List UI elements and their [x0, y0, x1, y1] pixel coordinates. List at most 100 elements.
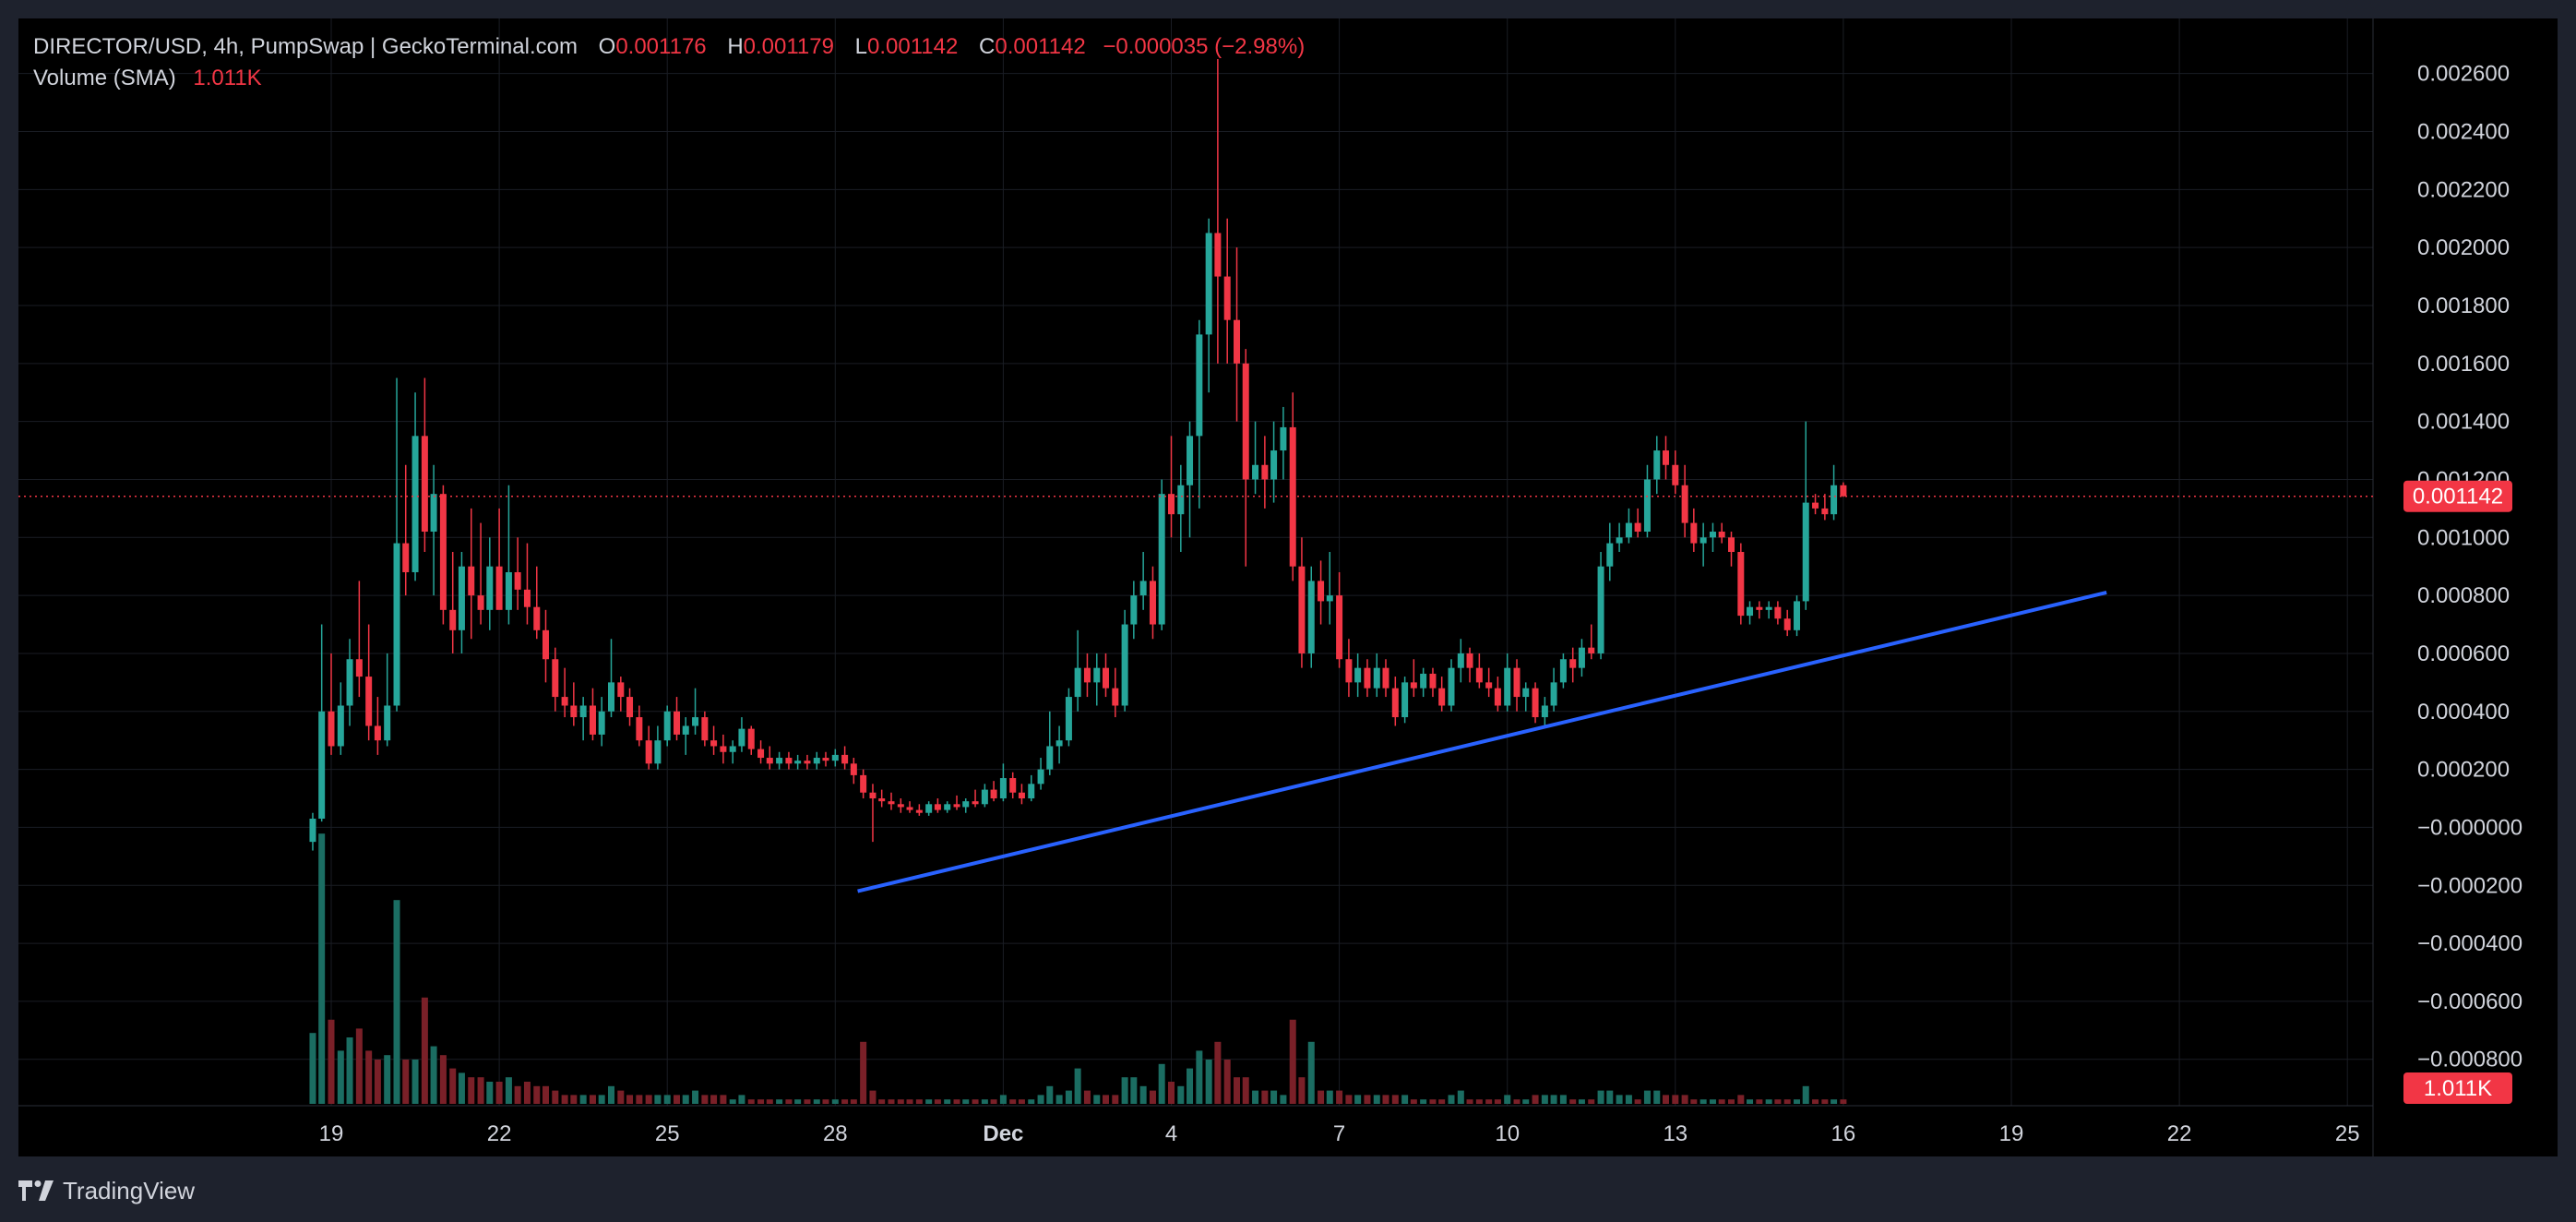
volume-bar [589, 1095, 596, 1104]
candle-body [1597, 566, 1604, 653]
volume-bar [1065, 1090, 1072, 1104]
time-tick-label: 19 [319, 1121, 344, 1146]
trendline-group[interactable] [857, 591, 2107, 893]
volume-bar [1373, 1095, 1380, 1104]
volume-bar [1055, 1095, 1063, 1104]
candle-body [598, 711, 605, 735]
candle-body [1410, 682, 1417, 689]
candle-body [523, 589, 531, 607]
volume-bar [990, 1099, 997, 1104]
volume-bar [794, 1099, 802, 1104]
candle-body [1420, 673, 1427, 689]
candle-body [1812, 502, 1819, 509]
candle-body [374, 725, 381, 741]
volume-bar [1774, 1099, 1782, 1104]
volume-bar [1457, 1090, 1464, 1104]
candle-body [1121, 624, 1128, 706]
volume-bar [1831, 1099, 1838, 1104]
volume-bar [1504, 1095, 1511, 1104]
volume-bar [1541, 1095, 1548, 1104]
volume-bar [1112, 1095, 1119, 1104]
candle-body [720, 746, 727, 752]
candle-body [1168, 494, 1175, 515]
volume-bar [720, 1095, 727, 1104]
candle-body [1588, 647, 1595, 653]
candle-body [1606, 543, 1614, 567]
support-trendline[interactable] [857, 591, 2107, 893]
candle-body [915, 809, 923, 813]
candle-body [1831, 485, 1838, 515]
volume-bar [747, 1099, 755, 1104]
volume-bar [1093, 1095, 1101, 1104]
volume-bar [1588, 1099, 1595, 1104]
volume-bar [944, 1099, 951, 1104]
volume-bar [1662, 1095, 1669, 1104]
candle-body [999, 778, 1007, 799]
chart-canvas[interactable]: 0.002600 0.002400 0.002200 0.002000 0.001800… [18, 18, 2558, 1156]
price-tick-label: 0.002000 [2417, 235, 2510, 260]
volume-bar [1802, 1085, 1809, 1104]
time-tick-label: 22 [487, 1121, 512, 1146]
volume-bar [1187, 1068, 1194, 1104]
volume-bar [999, 1095, 1007, 1104]
volume-value: 1.011K [193, 66, 262, 90]
price-tick-label: 0.000800 [2417, 583, 2510, 608]
volume-bar [542, 1085, 549, 1104]
volume-bar [1606, 1090, 1614, 1104]
time-axis[interactable]: 19 22 25 28 Dec 4 7 10 13 16 19 22 25 [319, 1121, 2360, 1146]
volume-bar [1681, 1095, 1688, 1104]
volume-bar [1028, 1099, 1035, 1104]
candle-body [1840, 485, 1847, 497]
volume-bar [710, 1095, 718, 1104]
chart-area[interactable]: 0.002600 0.002400 0.002200 0.002000 0.001800… [18, 18, 2558, 1156]
symbol-title[interactable]: DIRECTOR/USD, 4h, PumpSwap | GeckoTermin… [33, 34, 578, 59]
volume-bar [1307, 1041, 1315, 1104]
candle-body [757, 749, 765, 759]
candle-body [1242, 363, 1249, 480]
candle-body [953, 804, 960, 808]
price-axis[interactable]: 0.002600 0.002400 0.002200 0.002000 0.001800… [2417, 62, 2522, 1072]
volume-bar [822, 1099, 829, 1104]
volume-bar [495, 1082, 503, 1104]
candle-body [468, 566, 475, 596]
tradingview-brand[interactable]: TradingView [63, 1176, 196, 1204]
volume-bar [1234, 1077, 1241, 1104]
candle-body [439, 494, 447, 610]
volume-bar [831, 1099, 839, 1104]
volume-bar [729, 1099, 736, 1104]
candle-body [1709, 532, 1716, 538]
volume-bar [860, 1041, 867, 1104]
candle-body [1513, 667, 1521, 698]
candle-body [972, 801, 979, 805]
volume-bar [934, 1099, 941, 1104]
candle-body [458, 566, 465, 630]
tradingview-logo-icon[interactable] [18, 1180, 54, 1201]
volume-bar [1149, 1090, 1156, 1104]
candle-body [990, 789, 997, 799]
candle-body [1187, 436, 1194, 485]
high-value: 0.001179 [743, 34, 834, 59]
candle-body [1821, 508, 1829, 515]
volume-label[interactable]: Volume (SMA) [33, 66, 176, 90]
close-value: 0.001142 [995, 34, 1086, 59]
time-tick-label: Dec [983, 1121, 1023, 1146]
volume-bar [701, 1095, 709, 1104]
candle-body [682, 725, 689, 735]
price-tick-label: −0.000200 [2417, 873, 2522, 898]
volume-bar [533, 1085, 541, 1104]
time-tick-label: 4 [1165, 1121, 1177, 1146]
volume-bar [337, 1050, 344, 1104]
volume-row: Volume (SMA) 1.011K [33, 63, 1305, 94]
candle-body [393, 543, 400, 706]
volume-bar [897, 1099, 904, 1104]
candle-body [981, 789, 988, 805]
volume-bar [1794, 1099, 1801, 1104]
candle-body [449, 609, 457, 630]
candle-body [1205, 233, 1212, 335]
volume-bar [598, 1095, 605, 1104]
candle-body [822, 758, 829, 761]
close-label: C [979, 34, 996, 59]
candle-body [934, 804, 941, 810]
candle-body [1625, 522, 1632, 538]
candle-body [514, 571, 521, 590]
